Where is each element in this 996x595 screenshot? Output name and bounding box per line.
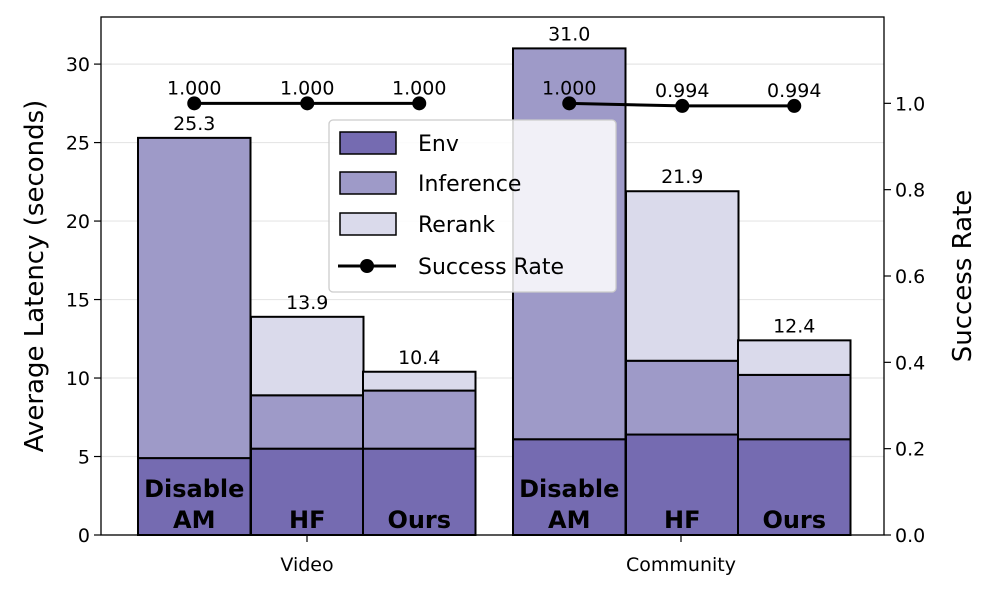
- bar-name-label: Disable: [144, 475, 244, 503]
- bar-segment-inference: [737, 373, 852, 441]
- bar-total-label: 12.4: [773, 315, 815, 337]
- bar-segment-rerank: [737, 339, 852, 376]
- bar-segment-inference: [625, 359, 740, 436]
- bar-segment-inference: [137, 136, 252, 460]
- y2-tick-label: 0.0: [895, 525, 925, 547]
- y-tick-label: 15: [66, 290, 90, 312]
- legend-label: Success Rate: [418, 255, 564, 280]
- bar-name-label: Ours: [762, 506, 826, 534]
- success-rate-marker: [187, 96, 202, 111]
- x-tick-label: Community: [626, 554, 736, 576]
- bar-name-label: AM: [173, 506, 215, 534]
- success-rate-label: 1.000: [542, 77, 596, 99]
- legend-marker-swatch: [360, 259, 374, 273]
- legend-label: Env: [418, 132, 459, 157]
- bar-total-label: 10.4: [398, 347, 440, 369]
- success-rate-marker: [562, 96, 577, 111]
- y-tick-label: 30: [66, 54, 90, 76]
- bar-segment-inference: [362, 389, 477, 450]
- bar-total-label: 31.0: [548, 23, 590, 45]
- bar-name-label: HF: [289, 506, 325, 534]
- bar-name-label: HF: [664, 506, 700, 534]
- success-rate-label: 1.000: [280, 77, 334, 99]
- success-rate-label: 0.994: [655, 80, 709, 102]
- x-tick-label: Video: [280, 554, 333, 576]
- legend-swatch: [339, 131, 397, 155]
- success-rate-line-layer: 1.000 1.000 1.000 1.000 0.994 0.994: [167, 77, 821, 113]
- y-axis-title: Average Latency (seconds): [20, 100, 50, 453]
- y2-tick-label: 0.4: [895, 352, 925, 374]
- y2-axis-title: Success Rate: [948, 190, 978, 363]
- success-rate-label: 1.000: [392, 77, 446, 99]
- axes-layer: 0 5 10 15 20 25 30 0.0 0.2 0.4 0.6 0.8 1.0 Video Commu…: [20, 16, 978, 576]
- bar-segment-env: [250, 447, 365, 536]
- bar-total-label: 25.3: [173, 113, 215, 135]
- legend-label: Inference: [418, 172, 521, 197]
- y-tick-label: 0: [78, 525, 90, 547]
- bar-segment-rerank: [250, 315, 365, 397]
- bar-segment-env: [625, 433, 740, 537]
- bar-segment-env: [362, 447, 477, 536]
- y2-tick-label: 0.8: [895, 180, 925, 202]
- success-rate-label: 1.000: [167, 77, 221, 99]
- success-rate-marker: [787, 98, 802, 113]
- success-rate-marker: [300, 96, 315, 111]
- y2-tick-label: 0.2: [895, 439, 925, 461]
- bar-total-label: 13.9: [286, 292, 328, 314]
- y-tick-label: 10: [66, 368, 90, 390]
- bars-layer: [137, 47, 852, 537]
- y2-tick-label: 1.0: [895, 93, 925, 115]
- bar-name-label: Ours: [387, 506, 451, 534]
- success-rate-marker: [675, 98, 690, 113]
- bar-segment-rerank: [625, 190, 740, 362]
- legend-box: [328, 119, 617, 293]
- legend-swatch: [339, 171, 397, 195]
- success-rate-label: 0.994: [767, 80, 821, 102]
- y-tick-label: 5: [78, 447, 90, 469]
- success-rate-marker: [412, 96, 427, 111]
- y2-tick-label: 0.6: [895, 266, 925, 288]
- labels-layer: 25.3 Disable AM 13.9 HF 10.4 Ours 31.0 Disable AM…: [144, 23, 826, 534]
- bar-segment-env: [737, 438, 852, 536]
- y-tick-label: 20: [66, 211, 90, 233]
- legend-label: Rerank: [418, 213, 495, 238]
- bar-name-label: AM: [548, 506, 590, 534]
- legend-swatch: [339, 212, 397, 236]
- bar-name-label: Disable: [519, 475, 619, 503]
- y-tick-label: 25: [66, 133, 90, 155]
- bar-segment-rerank: [362, 370, 477, 392]
- bar-total-label: 21.9: [661, 166, 703, 188]
- bar-segment-inference: [250, 394, 365, 450]
- legend: Env Inference Rerank Success Rate: [328, 119, 617, 293]
